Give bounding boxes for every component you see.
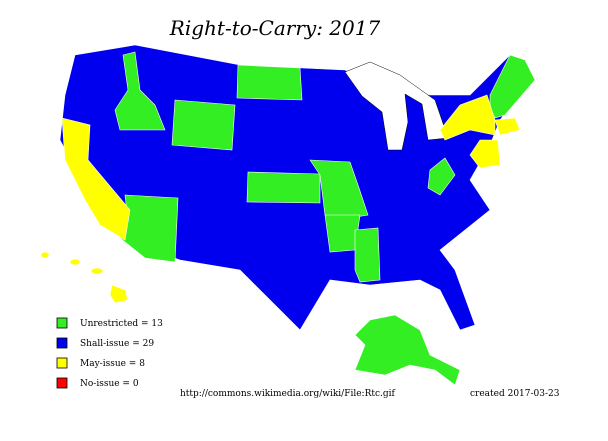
- legend-label: No-issue = 0: [80, 379, 139, 389]
- west-virginia: [427, 157, 456, 196]
- created: created 2017-03-23: [470, 389, 560, 399]
- hawaii: [90, 267, 104, 275]
- hawaii: [69, 258, 81, 266]
- hawaii: [109, 284, 129, 304]
- mississippi: [354, 227, 381, 283]
- new-jersey-maryland: [469, 139, 501, 169]
- kansas: [246, 171, 321, 204]
- california: [61, 117, 131, 241]
- north-dakota: [236, 64, 303, 101]
- source: http://commons.wikimedia.org/wiki/File:R…: [180, 389, 396, 399]
- legend-swatch: [56, 317, 68, 329]
- northern-new-england: [489, 54, 536, 119]
- legend: Unrestricted = 13 Shall-issue = 29 May-iss…: [56, 317, 163, 389]
- great-lakes: [344, 61, 449, 151]
- legend-swatch: [56, 337, 68, 349]
- us-map: [40, 44, 536, 386]
- legend-swatch: [56, 377, 68, 389]
- arizona: [119, 194, 179, 263]
- title: Right-to-Carry: 2017: [169, 16, 381, 40]
- new-york: [439, 94, 496, 141]
- alaska: [354, 314, 461, 386]
- wyoming: [171, 99, 236, 151]
- legend-label: Unrestricted = 13: [80, 319, 163, 329]
- massachusetts-connecticut: [494, 117, 521, 136]
- hawaii: [40, 251, 50, 259]
- legend-swatch: [56, 357, 68, 369]
- legend-label: Shall-issue = 29: [80, 339, 154, 349]
- idaho: [114, 51, 166, 131]
- legend-label: May-issue = 8: [80, 359, 145, 369]
